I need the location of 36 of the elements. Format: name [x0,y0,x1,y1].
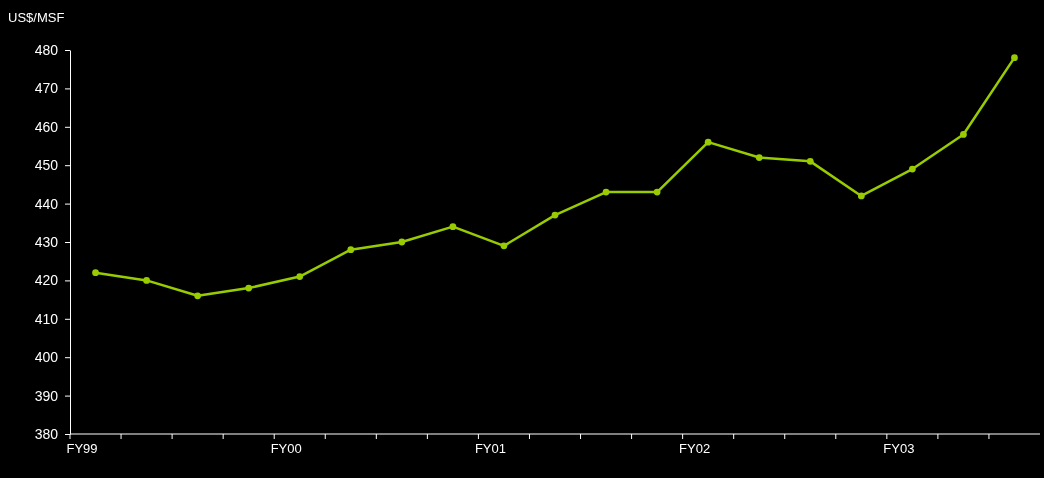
point [653,188,661,196]
point [398,238,406,246]
point [194,292,202,300]
point [1011,54,1018,62]
point [857,192,865,200]
point [143,277,150,284]
x-tick-label: FY99 [66,441,98,456]
y-tick-label: 460 [34,118,59,135]
point [449,223,457,231]
point [960,131,967,138]
y-tick-label: 440 [34,195,59,212]
point [245,284,253,292]
point [296,273,304,280]
y-tick-label: 390 [34,387,59,404]
y-tick-label: 420 [34,272,59,289]
point [806,157,814,165]
x-tick-label: FY00 [270,441,302,456]
y-tick-label: 430 [34,233,59,250]
point [704,138,712,146]
point [347,246,355,254]
y-axis-title: US$/MSF [8,10,65,25]
x-tick-label: FY02 [679,441,711,456]
y-tick-label: 450 [34,157,59,174]
y-tick-label: 480 [34,41,59,58]
y-tick-label: 410 [34,310,59,327]
x-tick-label: FY01 [474,441,506,456]
point [500,242,508,250]
point [755,154,763,161]
y-tick-label: 380 [34,425,59,442]
point [908,165,916,173]
point [602,188,610,196]
point [551,211,559,219]
y-tick-label: 470 [34,80,59,97]
y-tick-label: 400 [34,349,59,366]
point [92,269,99,277]
x-tick-label: FY03 [883,441,915,456]
